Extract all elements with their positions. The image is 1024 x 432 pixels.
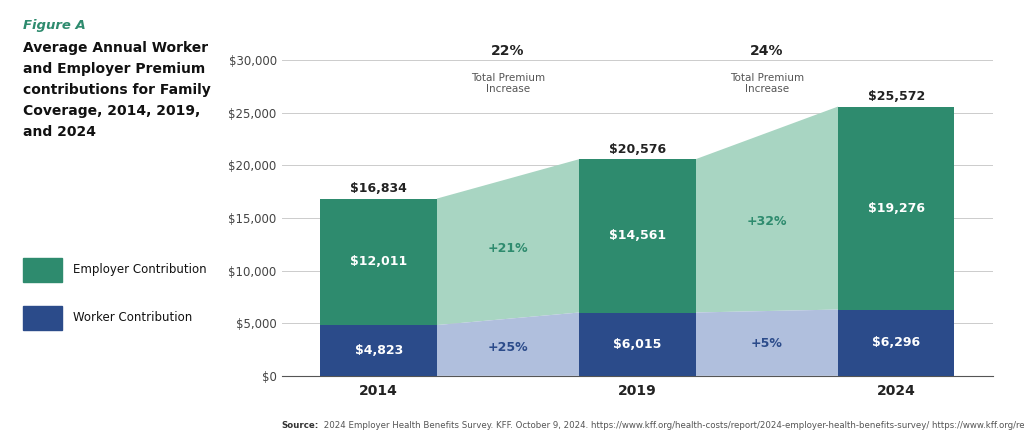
- Text: $6,015: $6,015: [613, 338, 662, 351]
- Polygon shape: [695, 310, 838, 376]
- Text: 24%: 24%: [751, 44, 783, 58]
- Text: 2024 Employer Health Benefits Survey. KFF. October 9, 2024. https://www.kff.org/: 2024 Employer Health Benefits Survey. KF…: [321, 421, 1024, 430]
- Text: $20,576: $20,576: [609, 143, 666, 156]
- Text: Total Premium
Increase: Total Premium Increase: [730, 73, 804, 94]
- Text: $25,572: $25,572: [867, 90, 925, 103]
- Text: Employer Contribution: Employer Contribution: [73, 263, 207, 276]
- Bar: [24, 258, 62, 282]
- Text: +32%: +32%: [746, 216, 787, 229]
- Text: Source:: Source:: [282, 421, 318, 430]
- Text: $12,011: $12,011: [350, 255, 408, 268]
- Text: $6,296: $6,296: [872, 336, 921, 349]
- Bar: [580, 159, 695, 312]
- Text: 22%: 22%: [492, 44, 524, 58]
- Text: Average Annual Worker
and Employer Premium
contributions for Family
Coverage, 20: Average Annual Worker and Employer Premi…: [24, 41, 211, 140]
- Polygon shape: [437, 159, 580, 325]
- Polygon shape: [437, 312, 580, 376]
- Text: +5%: +5%: [751, 337, 782, 350]
- Text: $19,276: $19,276: [867, 202, 925, 215]
- Text: $16,834: $16,834: [350, 182, 408, 195]
- Text: Worker Contribution: Worker Contribution: [73, 311, 193, 324]
- Bar: [321, 199, 437, 325]
- Bar: [321, 325, 437, 376]
- Text: Total Premium
Increase: Total Premium Increase: [471, 73, 545, 94]
- Text: +21%: +21%: [487, 242, 528, 255]
- Bar: [838, 310, 954, 376]
- Bar: [24, 306, 62, 330]
- Bar: [580, 312, 695, 376]
- Text: $4,823: $4,823: [354, 344, 402, 357]
- Text: +25%: +25%: [487, 341, 528, 354]
- Text: $14,561: $14,561: [609, 229, 666, 242]
- Polygon shape: [695, 107, 838, 312]
- Text: Figure A: Figure A: [24, 19, 86, 32]
- Bar: [838, 107, 954, 310]
